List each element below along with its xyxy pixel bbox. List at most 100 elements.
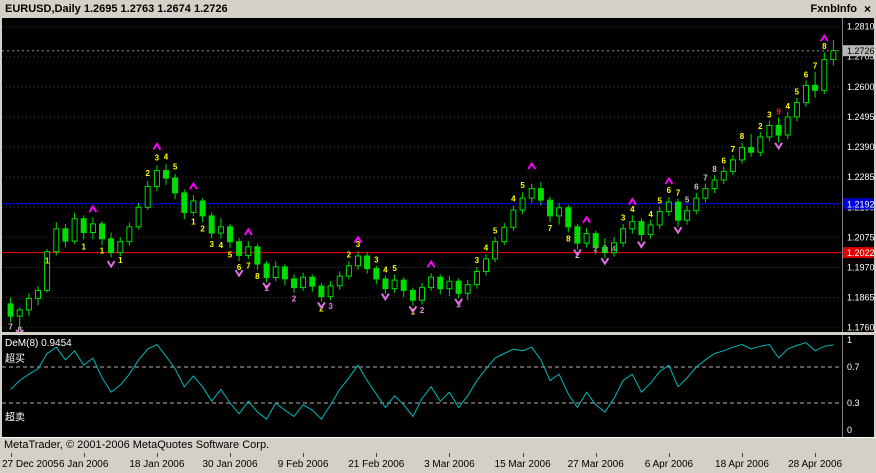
svg-text:4: 4 <box>630 205 635 214</box>
chart-title: EURUSD,Daily 1.2695 1.2763 1.2674 1.2726 <box>5 3 228 15</box>
overbought-label: 超买 <box>5 352 25 365</box>
date-label: 18 Jan 2006 <box>129 459 184 470</box>
svg-text:8: 8 <box>566 234 571 243</box>
svg-text:4: 4 <box>383 265 388 274</box>
svg-text:3: 3 <box>603 244 608 253</box>
svg-text:1.2390: 1.2390 <box>847 142 874 152</box>
svg-text:2: 2 <box>347 250 352 259</box>
svg-text:8: 8 <box>740 132 745 141</box>
svg-text:7: 7 <box>813 62 818 71</box>
svg-text:7: 7 <box>8 323 13 332</box>
date-label: 18 Apr 2006 <box>715 459 769 470</box>
svg-text:1.2726: 1.2726 <box>847 46 874 56</box>
svg-text:4: 4 <box>219 241 224 250</box>
svg-text:1: 1 <box>847 335 852 345</box>
svg-text:9: 9 <box>776 108 781 117</box>
svg-text:2: 2 <box>292 295 297 304</box>
svg-text:7: 7 <box>731 145 736 154</box>
svg-text:8: 8 <box>255 272 260 281</box>
date-label: 21 Feb 2006 <box>348 459 404 470</box>
svg-text:5: 5 <box>795 88 800 97</box>
svg-text:3: 3 <box>155 153 160 162</box>
date-label: 9 Feb 2006 <box>278 459 329 470</box>
svg-text:7: 7 <box>676 188 681 197</box>
svg-text:6: 6 <box>694 183 699 192</box>
metatrader-window: EURUSD,Daily 1.2695 1.2763 1.2674 1.2726… <box>0 0 876 473</box>
date-label: 3 Mar 2006 <box>424 459 475 470</box>
date-tick <box>303 453 304 457</box>
svg-text:5: 5 <box>657 197 662 206</box>
svg-text:6: 6 <box>804 70 809 79</box>
svg-text:1.2810: 1.2810 <box>847 22 874 32</box>
svg-text:1.2600: 1.2600 <box>847 82 874 92</box>
status-bar: MetaTrader, © 2001-2006 MetaQuotes Softw… <box>0 437 876 453</box>
svg-text:3: 3 <box>767 110 772 119</box>
copyright-text: MetaTrader, © 2001-2006 MetaQuotes Softw… <box>4 439 269 451</box>
date-tick <box>230 453 231 457</box>
svg-text:8: 8 <box>712 165 717 174</box>
svg-text:5: 5 <box>228 250 233 259</box>
svg-text:1.1970: 1.1970 <box>847 263 874 273</box>
date-label: 30 Jan 2006 <box>202 459 257 470</box>
svg-text:1: 1 <box>81 242 86 251</box>
svg-text:3: 3 <box>209 240 214 249</box>
price-chart[interactable]: 7811112345123456781223233451233454578223… <box>0 18 876 332</box>
svg-text:5: 5 <box>493 226 498 235</box>
svg-text:0.7: 0.7 <box>847 362 860 372</box>
svg-text:1.2285: 1.2285 <box>847 172 874 182</box>
svg-text:6: 6 <box>667 186 672 195</box>
oversold-label: 超卖 <box>5 411 25 424</box>
svg-text:4: 4 <box>785 102 790 111</box>
svg-text:4: 4 <box>484 244 489 253</box>
date-tick <box>157 453 158 457</box>
date-label: 27 Dec 2005 <box>2 459 59 470</box>
date-axis[interactable]: 27 Dec 20056 Jan 2006 18 Jan 2006 30 Jan 2… <box>0 453 876 473</box>
date-tick <box>742 453 743 457</box>
date-tick <box>596 453 597 457</box>
svg-text:5: 5 <box>173 163 178 172</box>
svg-text:4: 4 <box>612 245 617 254</box>
svg-text:3: 3 <box>374 256 379 265</box>
close-icon[interactable]: × <box>864 3 871 15</box>
svg-text:1.2075: 1.2075 <box>847 232 874 242</box>
svg-text:2: 2 <box>200 224 205 233</box>
date-label: 6 Apr 2006 <box>645 459 693 470</box>
svg-text:1.1865: 1.1865 <box>847 293 874 303</box>
dem-title: DeM(8) 0.9454 <box>5 338 72 349</box>
date-label: 6 Jan 2006 <box>59 459 109 470</box>
svg-text:1: 1 <box>100 246 105 255</box>
svg-text:5: 5 <box>685 195 690 204</box>
svg-text:1.2495: 1.2495 <box>847 112 874 122</box>
svg-text:1.2022: 1.2022 <box>847 248 874 258</box>
date-tick <box>84 453 85 457</box>
svg-text:1: 1 <box>45 257 50 266</box>
brand-label: FxnbInfo <box>811 3 857 15</box>
chart-titlebar: EURUSD,Daily 1.2695 1.2763 1.2674 1.2726… <box>0 0 876 18</box>
svg-text:3: 3 <box>475 256 480 265</box>
svg-text:1.1760: 1.1760 <box>847 323 874 332</box>
svg-text:2: 2 <box>145 169 150 178</box>
svg-text:7: 7 <box>703 174 708 183</box>
date-tick <box>11 453 12 457</box>
date-tick <box>523 453 524 457</box>
svg-text:1: 1 <box>191 218 196 227</box>
svg-text:2: 2 <box>420 306 425 315</box>
svg-text:4: 4 <box>511 195 516 204</box>
svg-text:2: 2 <box>593 245 598 254</box>
svg-text:7: 7 <box>548 224 553 233</box>
svg-text:6: 6 <box>721 156 726 165</box>
svg-text:3: 3 <box>621 214 626 223</box>
svg-text:7: 7 <box>246 261 251 270</box>
date-tick <box>376 453 377 457</box>
date-tick <box>669 453 670 457</box>
svg-text:5: 5 <box>392 264 397 273</box>
demarker-panel[interactable]: DeM(8) 0.9454 超买超卖 1 0.7 0.3 0 <box>0 335 876 437</box>
svg-text:4: 4 <box>648 210 653 219</box>
svg-text:2: 2 <box>758 122 763 131</box>
svg-text:0.3: 0.3 <box>847 398 860 408</box>
svg-text:0: 0 <box>847 425 852 435</box>
date-label: 27 Mar 2006 <box>568 459 624 470</box>
date-label: 15 Mar 2006 <box>495 459 551 470</box>
date-tick <box>449 453 450 457</box>
svg-text:3: 3 <box>328 302 333 311</box>
